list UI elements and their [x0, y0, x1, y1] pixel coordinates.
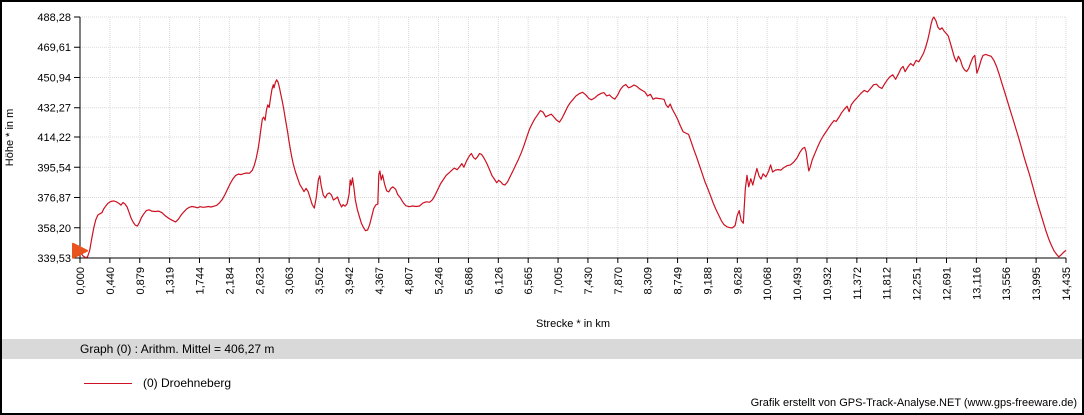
x-axis-tick-label: 4,807 — [404, 267, 416, 295]
x-axis-tick-label: 0,440 — [105, 267, 117, 295]
x-axis-tick-label: 7,430 — [583, 267, 595, 295]
y-axis-tick-label: 339,53 — [37, 253, 71, 265]
x-axis-title: Strecke * in km — [536, 318, 610, 330]
x-axis-tick-label: 0,000 — [75, 267, 87, 295]
y-axis-title: Höhe * in m — [4, 109, 16, 166]
x-axis-tick-label: 0,879 — [135, 267, 147, 295]
elevation-line — [79, 16, 1067, 259]
x-axis-tick-label: 13,556 — [1001, 267, 1013, 301]
x-axis-tick-label: 5,686 — [463, 267, 475, 295]
elevation-chart: 488,28 469,61 450,94 432,27 414,22 395,54 376,… — [4, 12, 1073, 330]
legend-line-sample — [84, 382, 132, 384]
x-axis-tick-label: 1,319 — [165, 267, 177, 295]
x-axis-tick-label: 14,435 — [1061, 267, 1073, 301]
x-axis-tick-label: 8,309 — [643, 267, 655, 295]
y-axis-tick-label: 488,28 — [37, 12, 71, 24]
x-axis-tick-label: 8,749 — [673, 267, 685, 295]
x-axis-tick-label: 12,251 — [912, 267, 924, 301]
x-axis-tick-label: 11,812 — [882, 267, 894, 300]
x-axis-tick-label: 10,068 — [762, 267, 774, 301]
y-axis-tick-label: 432,27 — [37, 103, 71, 115]
y-axis-tick-label: 395,54 — [37, 162, 71, 174]
x-axis-tick-label: 7,870 — [613, 267, 625, 295]
x-axis-tick-label: 6,126 — [493, 267, 505, 295]
x-axis-tick-label: 2,623 — [254, 267, 266, 295]
x-axis-tick-label: 13,116 — [971, 267, 983, 300]
x-axis-tick-label: 11,372 — [852, 267, 864, 300]
x-axis-tick-label: 10,493 — [792, 267, 804, 301]
x-axis-tick-label: 9,188 — [702, 267, 714, 295]
legend: (0) Droehneberg — [84, 376, 231, 390]
x-axis-tick-label: 2,184 — [224, 267, 236, 295]
x-axis-tick-label: 10,932 — [822, 267, 834, 301]
x-axis-tick-label: 3,942 — [344, 267, 356, 295]
y-axis-tick-label: 358,20 — [37, 223, 71, 235]
y-axis-tick-label: 450,94 — [37, 72, 71, 84]
x-axis-tick-label: 5,246 — [434, 267, 446, 295]
x-axis-tick-label: 1,744 — [195, 267, 207, 295]
x-axis-tick-label: 3,502 — [314, 267, 326, 295]
x-axis-tick-label: 4,367 — [374, 267, 386, 295]
x-axis-tick-label: 7,005 — [553, 267, 565, 295]
y-axis-tick-label: 376,87 — [37, 193, 71, 205]
x-axis-tick-label: 3,063 — [284, 267, 296, 295]
x-axis-tick-label: 13,995 — [1031, 267, 1043, 301]
stats-text: Graph (0) : Arithm. Mittel = 406,27 m — [80, 342, 275, 356]
x-axis-tick-label: 9,628 — [732, 267, 744, 295]
x-axis-tick-label: 12,691 — [941, 267, 953, 301]
y-axis-tick-label: 414,22 — [37, 132, 71, 144]
credit-text: Grafik erstellt von GPS-Track-Analyse.NE… — [750, 397, 1077, 409]
x-axis-tick-label: 6,565 — [523, 267, 535, 295]
y-axis-tick-label: 469,61 — [37, 42, 71, 54]
legend-label: (0) Droehneberg — [143, 376, 232, 390]
start-marker — [72, 242, 88, 259]
stats-bar: Graph (0) : Arithm. Mittel = 406,27 m — [2, 339, 1082, 359]
